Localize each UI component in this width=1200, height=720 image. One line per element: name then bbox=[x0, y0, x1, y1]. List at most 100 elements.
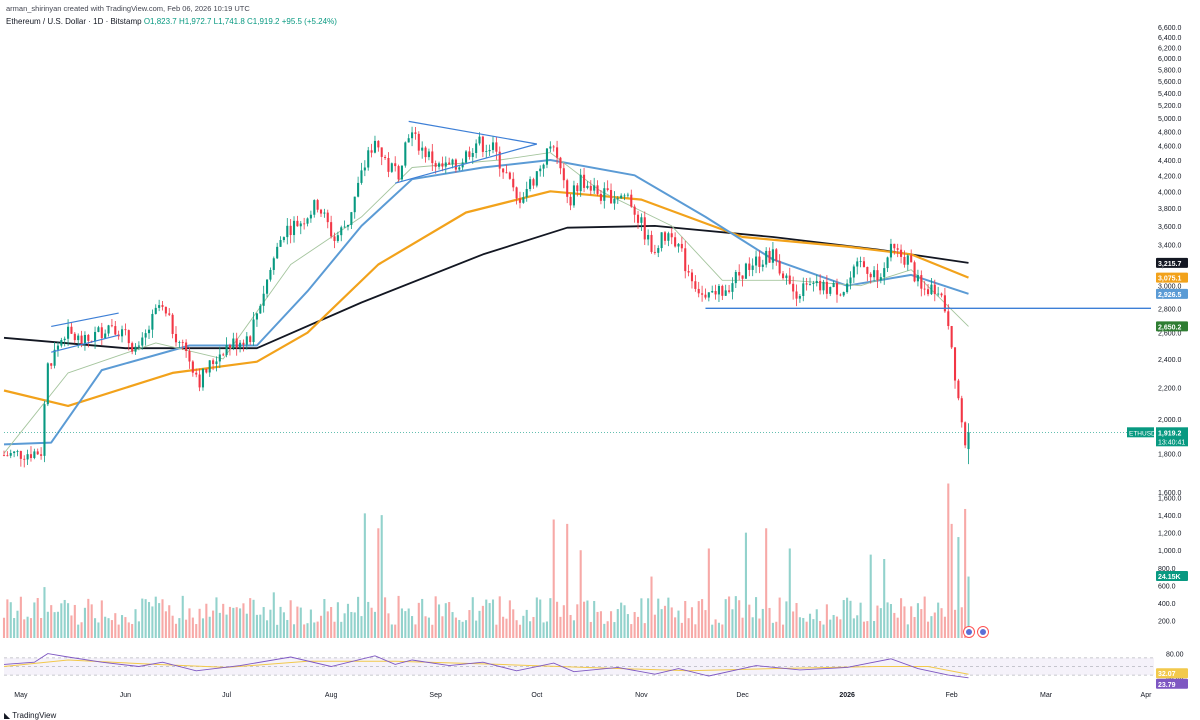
volume-bar bbox=[876, 605, 879, 638]
candle-body bbox=[930, 284, 933, 295]
symbol-legend[interactable]: Ethereum / U.S. Dollar · 1D · Bitstamp O… bbox=[6, 17, 337, 26]
candle-body bbox=[755, 256, 758, 266]
candle-body bbox=[29, 454, 33, 458]
volume-bar bbox=[852, 618, 855, 638]
volume-bar bbox=[576, 604, 579, 638]
candle-body bbox=[869, 273, 872, 278]
volume-bar bbox=[697, 601, 700, 638]
volume-bar bbox=[26, 616, 29, 638]
volume-bar bbox=[313, 622, 316, 638]
candle-body bbox=[643, 217, 646, 240]
volume-bar bbox=[694, 624, 697, 638]
candle-body bbox=[340, 227, 343, 236]
price-tick-label: 6,200.0 bbox=[1158, 45, 1181, 52]
price-tick-label: 3,800.0 bbox=[1158, 206, 1181, 213]
tradingview-logo-text: TradingView bbox=[12, 711, 57, 720]
volume-bar bbox=[269, 609, 272, 638]
volume-bar bbox=[357, 596, 360, 638]
volume-bar bbox=[556, 601, 559, 638]
candle-body bbox=[306, 218, 309, 224]
price-axis: 6,600.0 6,400.0 6,200.0 6,000.0 5,800.0 5,600… bbox=[1158, 25, 1184, 684]
candle-body bbox=[336, 235, 339, 241]
candle-body bbox=[738, 272, 741, 276]
volume-bar bbox=[603, 623, 606, 638]
candle-body bbox=[127, 330, 130, 344]
volume-bar bbox=[552, 519, 555, 638]
volume-bar bbox=[164, 611, 167, 638]
candle-body bbox=[232, 338, 235, 348]
volume-bar bbox=[137, 621, 140, 638]
candle-body bbox=[471, 153, 474, 157]
volume-bar bbox=[218, 612, 221, 638]
candle-body bbox=[333, 236, 336, 241]
rsi-moving-average bbox=[3, 659, 969, 675]
candle-body bbox=[559, 157, 562, 169]
candle-body bbox=[441, 163, 444, 167]
volume-bar bbox=[319, 615, 323, 638]
candle-body bbox=[609, 189, 613, 204]
volume-bar bbox=[542, 622, 545, 638]
candle-body bbox=[414, 132, 417, 134]
price-tick-label: 2,600.0 bbox=[1158, 331, 1181, 338]
volume-bar bbox=[832, 614, 835, 638]
candle-body bbox=[80, 335, 83, 344]
volume-bar bbox=[367, 601, 370, 638]
volume-bar bbox=[663, 605, 667, 638]
volume-bar bbox=[768, 607, 771, 638]
volume-bar bbox=[660, 609, 663, 638]
volume-bar bbox=[33, 602, 36, 638]
candle-body bbox=[73, 333, 76, 341]
last-price-tag-bg bbox=[1156, 427, 1188, 447]
volume-bar bbox=[134, 609, 137, 638]
candle-body bbox=[279, 240, 282, 247]
candle-body bbox=[272, 258, 275, 270]
candle-body bbox=[650, 234, 653, 252]
volume-bar bbox=[920, 609, 923, 638]
candle-body bbox=[903, 256, 906, 265]
volume-bar bbox=[785, 601, 788, 638]
volume-bar bbox=[154, 596, 157, 638]
candle-body bbox=[427, 151, 430, 158]
volume-bar bbox=[390, 624, 393, 638]
candle-body bbox=[889, 243, 892, 258]
candle-body bbox=[6, 455, 9, 457]
candle-body bbox=[468, 151, 471, 157]
candle-body bbox=[502, 168, 505, 173]
candle-body bbox=[900, 249, 903, 257]
candle-body bbox=[964, 422, 967, 446]
price-tick-label: 2,800.0 bbox=[1158, 306, 1181, 313]
candle-body bbox=[856, 261, 859, 267]
candle-body bbox=[920, 275, 923, 289]
volume-bar bbox=[323, 599, 326, 638]
candle-body bbox=[670, 233, 673, 238]
candle-body bbox=[751, 265, 754, 270]
bar-countdown: 13:40:41 bbox=[1158, 439, 1185, 446]
candle-body bbox=[228, 345, 231, 348]
candle-body bbox=[866, 266, 869, 274]
volume-bar bbox=[255, 614, 258, 638]
volume-bar bbox=[50, 605, 53, 638]
volume-bar bbox=[606, 621, 609, 638]
volume-bar bbox=[330, 607, 333, 638]
volume-bar bbox=[846, 597, 849, 638]
candle-body bbox=[70, 326, 73, 334]
candle-body bbox=[195, 372, 198, 375]
volume-bar bbox=[596, 611, 599, 638]
price-tick-label: 4,200.0 bbox=[1158, 173, 1181, 180]
candle-body bbox=[808, 283, 812, 285]
volume-bar bbox=[158, 603, 161, 638]
candle-body bbox=[960, 398, 963, 423]
time-tick-label: May bbox=[14, 692, 28, 699]
candle-body bbox=[630, 194, 633, 207]
volume-bar bbox=[299, 607, 302, 638]
time-tick-label: Aug bbox=[325, 692, 338, 699]
volume-bar bbox=[185, 619, 188, 638]
candle-body bbox=[242, 342, 245, 345]
price-labels: 3,215.7 3,075.1 2,926.5 2,650.2 ETHUSD 1,919.… bbox=[963, 257, 1188, 689]
candle-body bbox=[390, 163, 393, 172]
candle-body bbox=[569, 196, 572, 206]
volume-bar bbox=[53, 612, 56, 638]
volume-bar bbox=[326, 611, 329, 638]
candle-body bbox=[367, 150, 370, 168]
